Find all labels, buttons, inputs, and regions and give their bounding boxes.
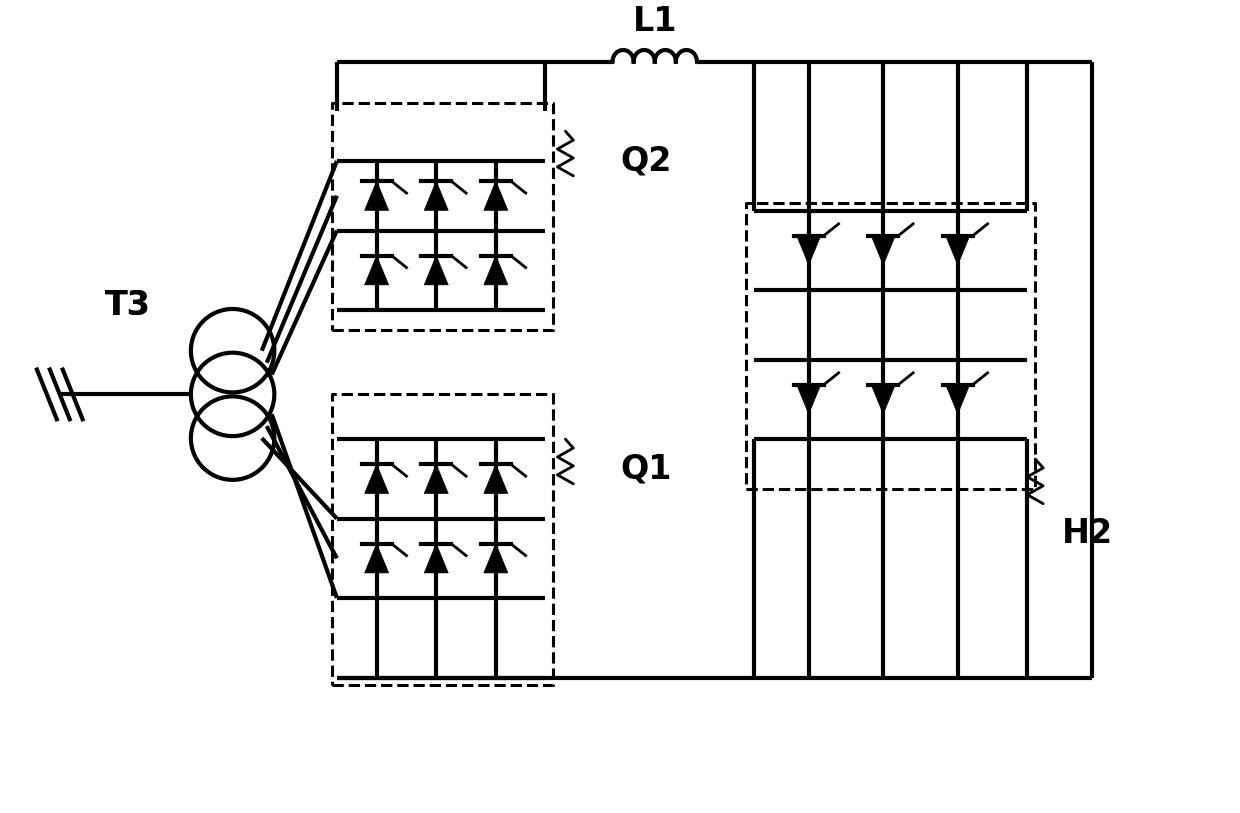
Polygon shape <box>484 544 508 573</box>
Polygon shape <box>365 181 388 211</box>
Polygon shape <box>484 255 508 285</box>
Polygon shape <box>424 544 448 573</box>
Polygon shape <box>872 236 895 265</box>
Text: T3: T3 <box>105 289 151 321</box>
Polygon shape <box>484 464 508 493</box>
Polygon shape <box>946 236 970 265</box>
Polygon shape <box>797 385 821 414</box>
Polygon shape <box>424 255 448 285</box>
Polygon shape <box>872 385 895 414</box>
Polygon shape <box>365 464 388 493</box>
Polygon shape <box>484 181 508 211</box>
Polygon shape <box>946 385 970 414</box>
Text: L1: L1 <box>632 6 677 38</box>
Polygon shape <box>424 464 448 493</box>
Polygon shape <box>797 236 821 265</box>
Polygon shape <box>365 544 388 573</box>
Polygon shape <box>424 181 448 211</box>
Polygon shape <box>365 255 388 285</box>
Text: Q2: Q2 <box>620 145 671 177</box>
Text: Q1: Q1 <box>620 452 671 485</box>
Text: T3: T3 <box>105 289 151 321</box>
Text: H2: H2 <box>1061 517 1114 550</box>
